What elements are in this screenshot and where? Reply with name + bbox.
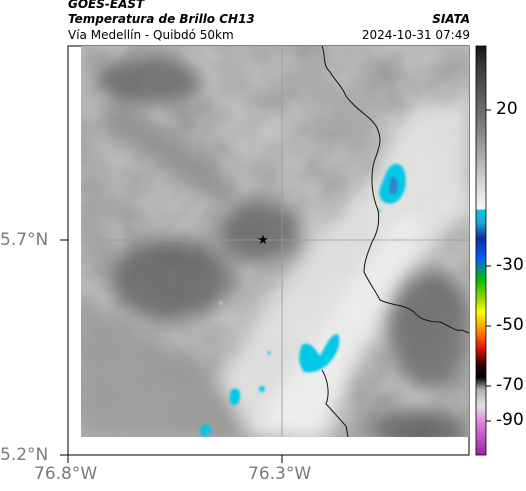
star-marker: ★ xyxy=(257,233,269,248)
lat-label-5-2: 5.2°N xyxy=(0,445,49,465)
product-title: Temperatura de Brillo CH13 xyxy=(68,12,255,26)
lon-label-76-8: 76.8°W xyxy=(34,464,98,484)
region-label: Vía Medellín - Quibdó 50km xyxy=(68,28,234,42)
satellite-title: GOES-EAST xyxy=(68,0,145,11)
colorbar-ticks xyxy=(486,109,491,422)
organization-label: SIATA xyxy=(432,12,470,26)
admin-boundary-east xyxy=(321,46,469,334)
datetime-label: 2024-10-31 07:49 xyxy=(361,28,470,42)
colorbar-label-minus30: -30 xyxy=(496,255,524,275)
lat-label-5-7: 5.7°N xyxy=(0,230,49,250)
admin-boundary-south xyxy=(321,369,349,437)
colorbar-label-minus50: -50 xyxy=(496,315,524,335)
cold-cloud-cores xyxy=(200,163,406,437)
colorbar-label-20: 20 xyxy=(496,99,518,119)
lon-label-76-3: 76.3°W xyxy=(248,464,312,484)
colorbar xyxy=(475,45,487,456)
colorbar-label-minus70: -70 xyxy=(496,375,524,395)
satellite-image: ★ xyxy=(81,46,469,437)
colorbar-label-minus90: -90 xyxy=(496,410,524,430)
